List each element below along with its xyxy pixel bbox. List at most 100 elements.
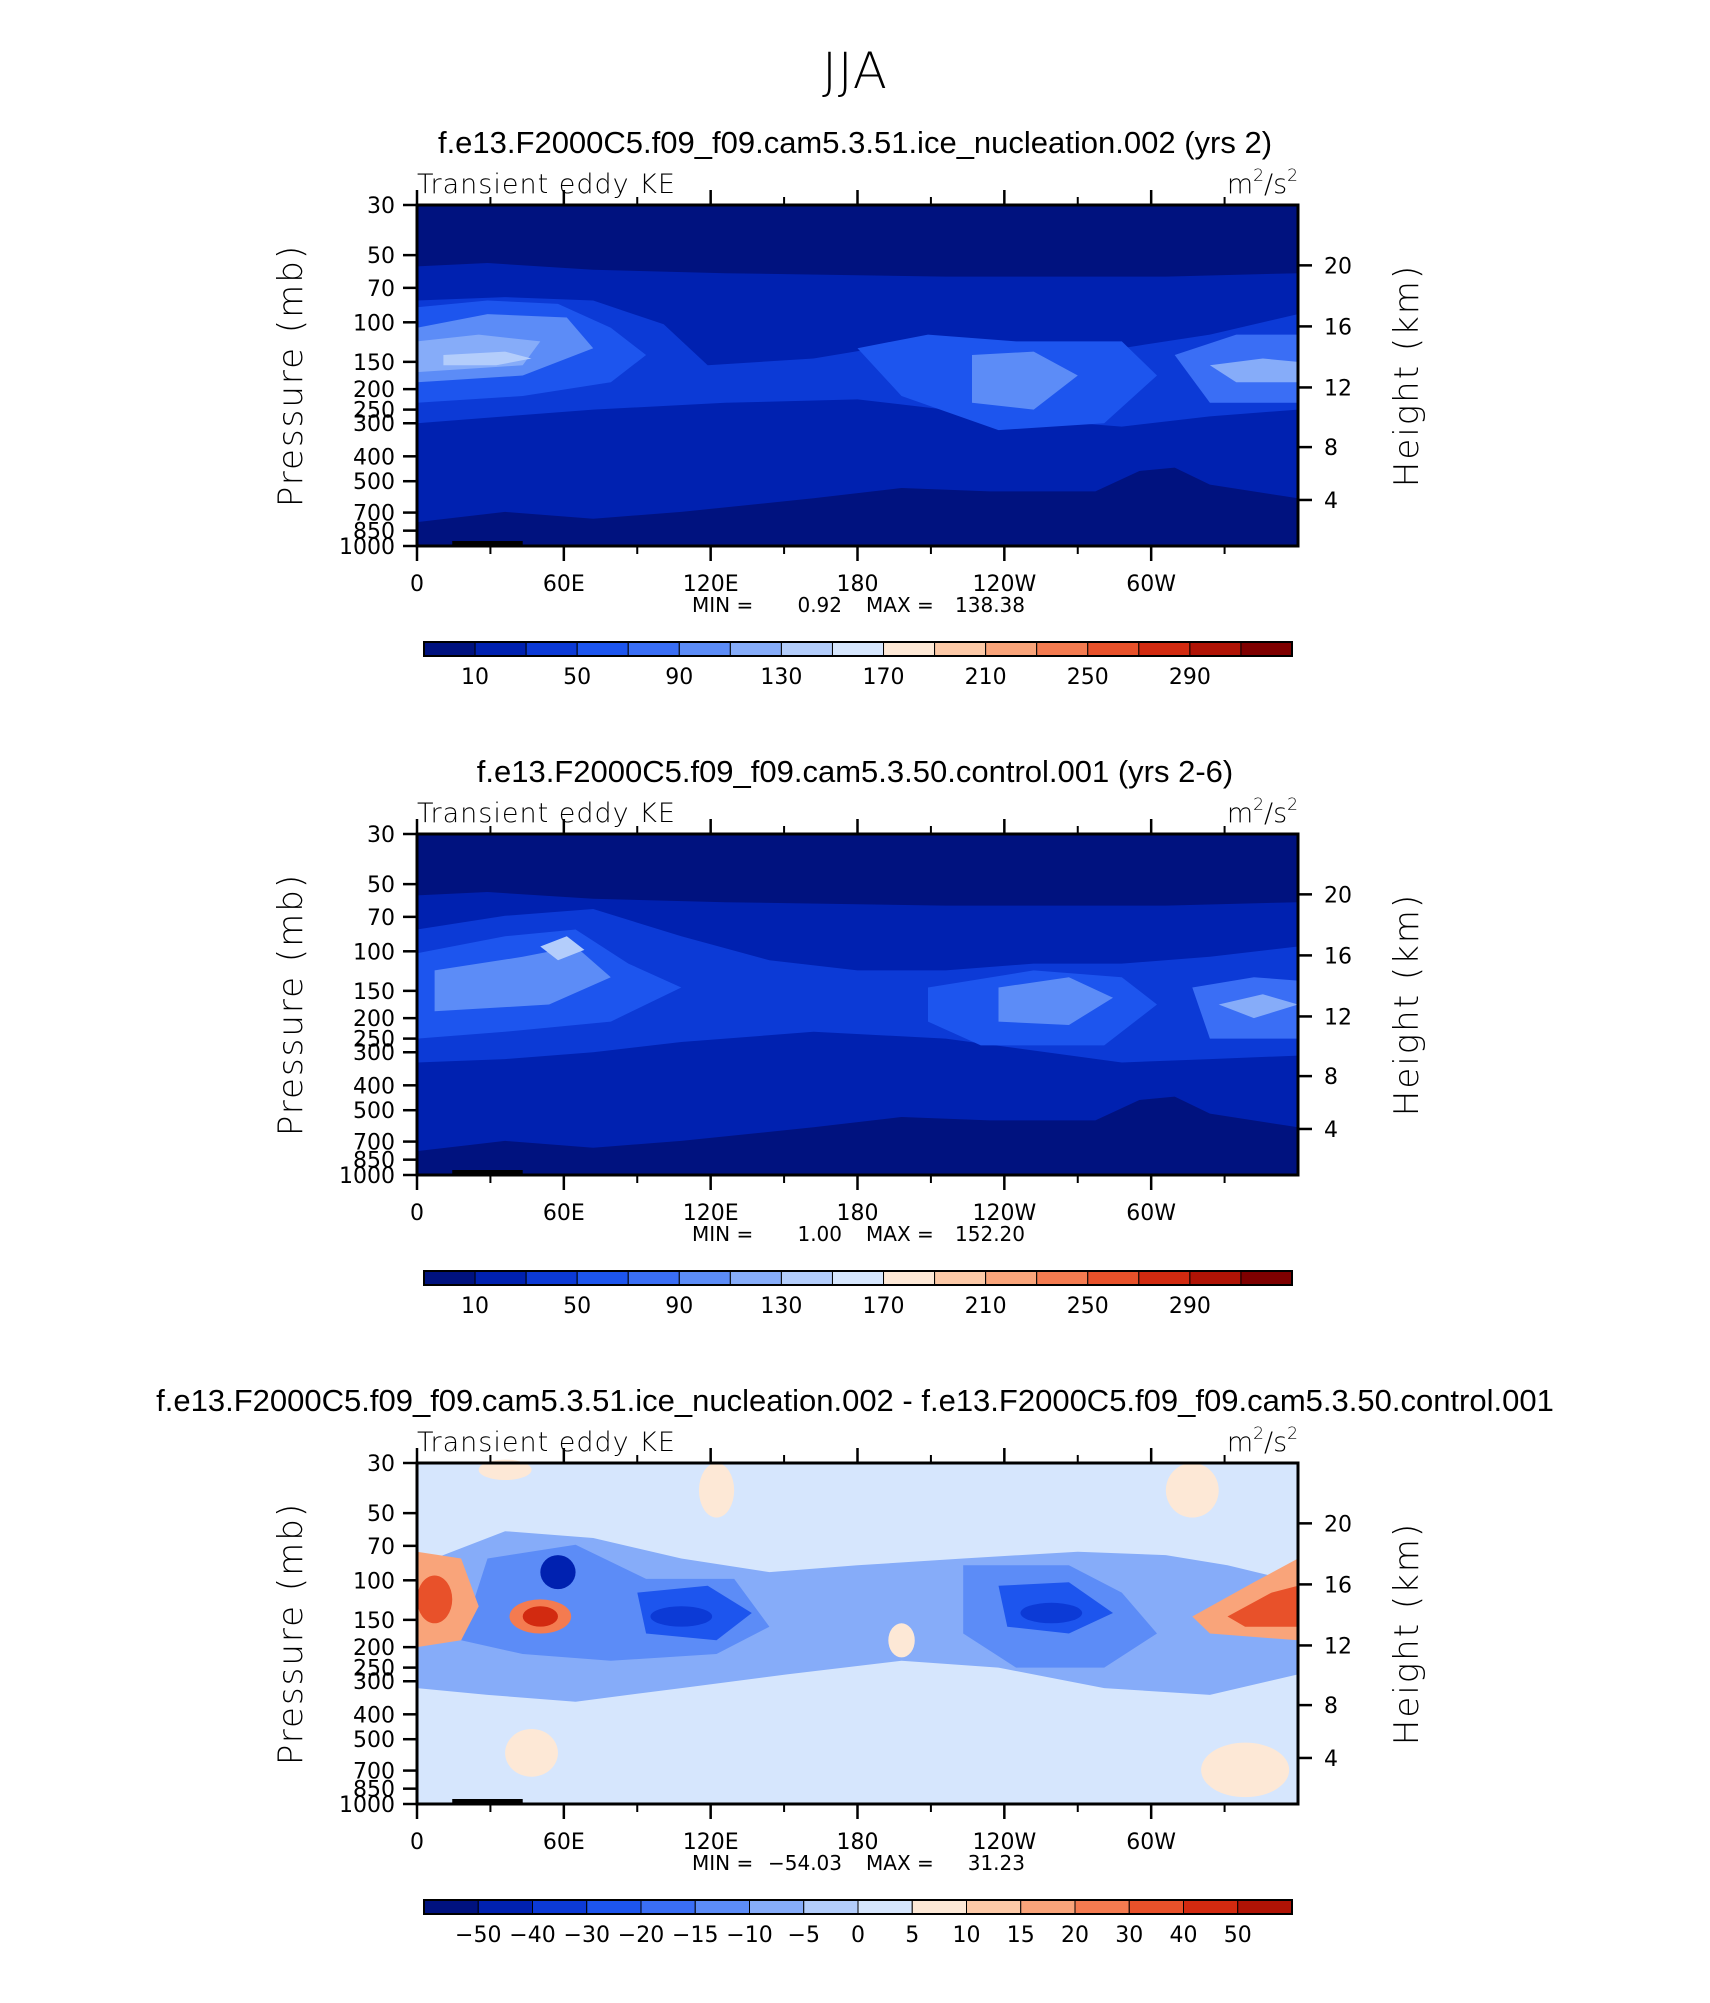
colorbar-box <box>640 1899 696 1915</box>
y-right-tick-label: 12 <box>1324 376 1352 401</box>
contour-plot: Transient eddy KE m2/s2305070100150200250… <box>271 795 1427 1319</box>
y-tick-label: 850 <box>353 1149 395 1174</box>
contour-plot: Transient eddy KE m2/s2305070100150200250… <box>271 166 1427 690</box>
contour-fill-east-jet-core <box>434 946 611 1012</box>
colorbar-label: 290 <box>1169 665 1211 690</box>
y-tick-label: 200 <box>353 378 395 403</box>
colorbar-box <box>1020 1899 1076 1915</box>
stat-max-label: MAX = <box>866 1851 934 1875</box>
y-right-tick-label: 4 <box>1324 1118 1338 1143</box>
y-tick-label: 500 <box>353 1728 395 1753</box>
panel-subtitle-left: Transient eddy KE <box>417 169 676 200</box>
y-tick-label: 30 <box>367 1452 395 1477</box>
contour-fill-negative-spot-2 <box>650 1606 713 1627</box>
colorbar-box <box>1138 1270 1191 1286</box>
colorbar-label: 10 <box>461 665 489 690</box>
y-tick-label: 700 <box>353 502 395 527</box>
stat-max-value: 152.20 <box>955 1222 1025 1246</box>
x-tick-label: 60E <box>543 572 585 597</box>
y-right-tick-label: 8 <box>1324 436 1338 461</box>
units-part: 2 <box>1287 795 1298 815</box>
x-tick-label: 120E <box>683 1830 739 1855</box>
y-tick-label: 100 <box>353 940 395 965</box>
colorbar-box <box>1087 1270 1140 1286</box>
colorbar-label: 90 <box>665 665 693 690</box>
colorbar-box <box>1183 1899 1239 1915</box>
x-tick-label: 60W <box>1126 1201 1176 1226</box>
colorbar-box <box>1036 1270 1089 1286</box>
contour-field <box>417 834 1298 1175</box>
colorbar-label: −40 <box>509 1923 555 1948</box>
y-tick-label: 400 <box>353 1074 395 1099</box>
colorbar-box <box>1087 641 1140 657</box>
contour-fill-surface <box>417 1096 1298 1175</box>
panel-units: m2/s2 <box>1227 166 1298 200</box>
colorbar-box <box>423 1899 479 1915</box>
y-tick-label: 400 <box>353 1703 395 1728</box>
colorbar-label: 210 <box>965 665 1007 690</box>
y-tick-label: 150 <box>353 1609 395 1634</box>
y-tick-label: 250 <box>353 1657 395 1682</box>
colorbar-box <box>729 1270 782 1286</box>
colorbar-box <box>780 641 833 657</box>
panel-subtitle-left: Transient eddy KE <box>417 798 676 829</box>
colorbar-label: 130 <box>760 665 802 690</box>
x-tick-label: 60E <box>543 1201 585 1226</box>
colorbar-label: 5 <box>905 1923 919 1948</box>
y-axis-label-right: Height (km) <box>1387 893 1427 1116</box>
colorbar-box <box>1128 1899 1184 1915</box>
units-part: 2 <box>1287 166 1298 186</box>
colorbar-box <box>1240 1270 1293 1286</box>
colorbar-label: 210 <box>965 1294 1007 1319</box>
contour-fill-west-core <box>1209 358 1298 383</box>
colorbar-box <box>803 1899 859 1915</box>
contour-fill-negative-spot <box>540 1555 576 1590</box>
y-tick-label: 70 <box>367 277 395 302</box>
colorbar-box <box>749 1899 805 1915</box>
y-tick-label: 300 <box>353 1041 395 1066</box>
colorbar-label: −50 <box>455 1923 501 1948</box>
y-tick-label: 70 <box>367 906 395 931</box>
y-axis-label: Pressure (mb) <box>271 873 311 1136</box>
colorbar-frame <box>423 641 1293 657</box>
colorbar-label: 50 <box>563 665 591 690</box>
y-right-tick-label: 12 <box>1324 1634 1352 1659</box>
colorbar-box <box>857 1899 913 1915</box>
colorbar-box <box>985 1270 1038 1286</box>
stat-min-value: 0.92 <box>797 593 842 617</box>
stat-max-label: MAX = <box>866 1222 934 1246</box>
y-axis-label: Pressure (mb) <box>271 1502 311 1765</box>
y-right-tick-label: 8 <box>1324 1065 1338 1090</box>
y-tick-label: 250 <box>353 1028 395 1053</box>
terrain-mask <box>452 1799 523 1804</box>
colorbar-label: 20 <box>1061 1923 1089 1948</box>
colorbar-label: 250 <box>1067 1294 1109 1319</box>
colorbar-box <box>1189 1270 1242 1286</box>
colorbar-frame <box>423 1899 1293 1915</box>
contour-fill-positive-patch-3 <box>1201 1742 1290 1798</box>
colorbar-box <box>477 1899 533 1915</box>
colorbar-box <box>586 1899 642 1915</box>
x-tick-label: 120E <box>683 1201 739 1226</box>
contour-fill-positive-east-core <box>417 1575 453 1624</box>
colorbar-box <box>780 1270 833 1286</box>
x-tick-label: 180 <box>837 1201 879 1226</box>
y-tick-label: 150 <box>353 351 395 376</box>
y-tick-label: 850 <box>353 520 395 545</box>
stat-min-label: MIN = <box>692 1222 753 1246</box>
colorbar-box <box>729 641 782 657</box>
x-tick-label: 180 <box>837 572 879 597</box>
colorbar-box <box>474 1270 527 1286</box>
stat-min-value: −54.03 <box>768 1851 842 1875</box>
stat-min-value: 1.00 <box>797 1222 842 1246</box>
colorbar-label: 50 <box>563 1294 591 1319</box>
x-tick-label: 0 <box>410 1830 424 1855</box>
colorbar-box <box>423 1270 476 1286</box>
panel-title: f.e13.F2000C5.f09_f09.cam5.3.51.ice_nucl… <box>437 125 1273 160</box>
colorbar-box <box>627 1270 680 1286</box>
x-tick-label: 60W <box>1126 1830 1176 1855</box>
contour-fill-negative-spot-3 <box>1020 1602 1083 1624</box>
page-title: JJA <box>822 42 888 100</box>
colorbar-box <box>678 641 731 657</box>
colorbar-box <box>985 641 1038 657</box>
